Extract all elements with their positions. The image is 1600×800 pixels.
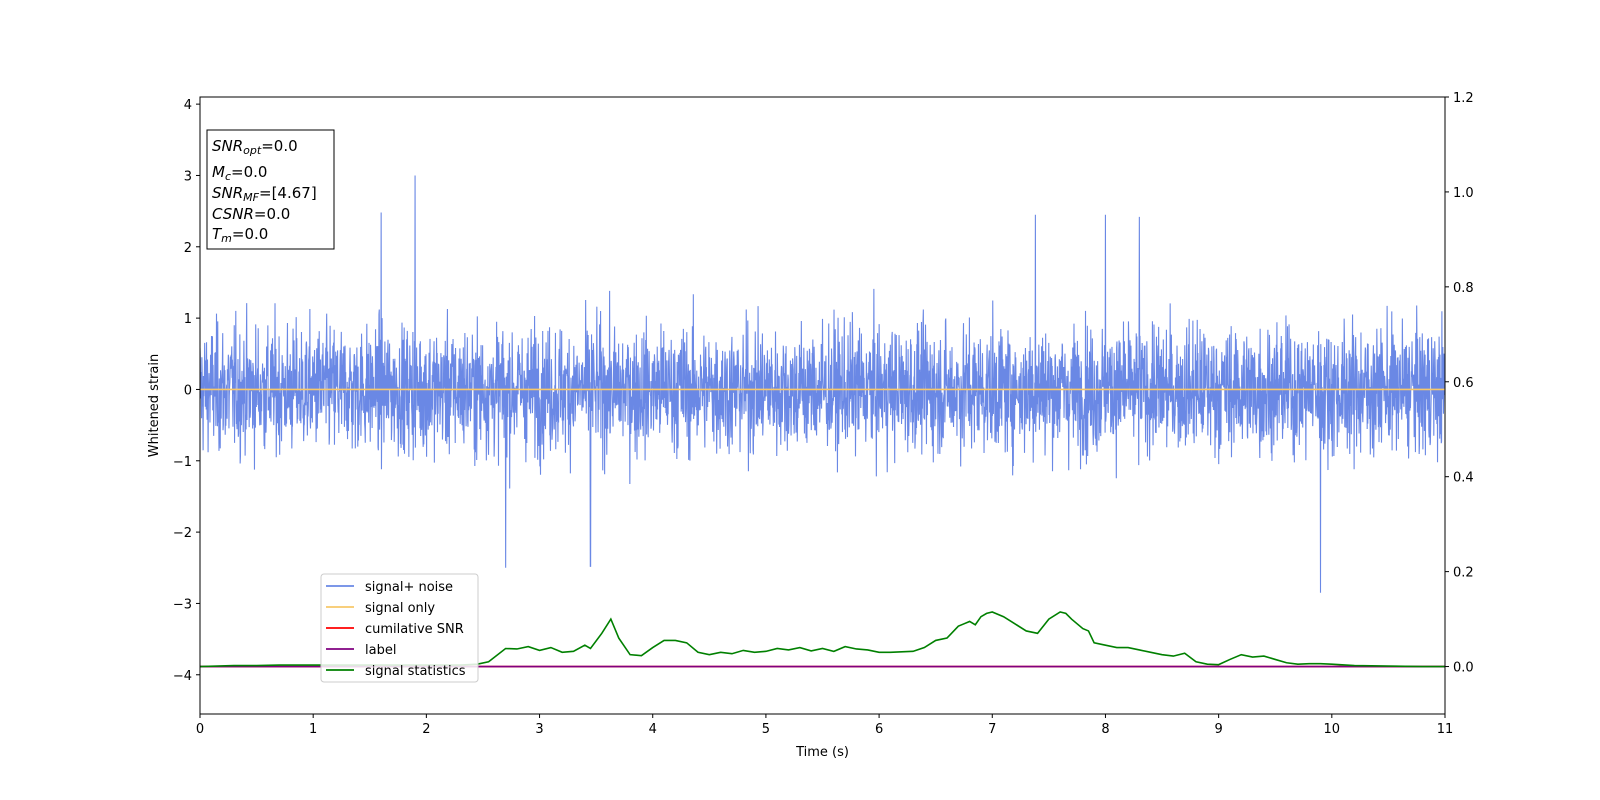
y-tick-label: 3 [184, 169, 192, 184]
series-signal-plus-noise [200, 175, 1445, 593]
y2-tick-label: 1.2 [1453, 91, 1474, 106]
y-tick-label: −4 [173, 669, 192, 684]
y-axis-label: Whitened strain [147, 354, 162, 457]
x-tick-label: 10 [1324, 722, 1341, 737]
annotation-line: CSNR=0.0 [212, 205, 290, 223]
y-tick-label: 4 [184, 98, 192, 113]
y2-tick-label: 0.4 [1453, 471, 1474, 486]
x-tick-label: 4 [649, 722, 657, 737]
legend-label-signal-statistics: signal statistics [365, 664, 466, 679]
x-tick-label: 8 [1101, 722, 1109, 737]
y-tick-label: −1 [173, 455, 192, 470]
x-tick-label: 7 [988, 722, 996, 737]
y-tick-label: 2 [184, 241, 192, 256]
x-tick-label: 1 [309, 722, 317, 737]
y2-tick-label: 0.6 [1453, 376, 1474, 391]
x-tick-label: 5 [762, 722, 770, 737]
x-tick-label: 0 [196, 722, 204, 737]
axis-ticks: 0 1 2 3 4 5 6 7 8 9 10 11 −4 −3 −2 −1 0 1 2 3 4 0.0 0.2 0.4 0.6 0… [173, 91, 1474, 737]
y-tick-label: 0 [184, 383, 192, 398]
legend-label-signal-only: signal only [365, 601, 435, 616]
x-tick-label: 6 [875, 722, 883, 737]
x-tick-label: 2 [422, 722, 430, 737]
y2-tick-label: 1.0 [1453, 186, 1474, 201]
annotation-line: Tm=0.0 [212, 225, 268, 245]
y-tick-label: 1 [184, 312, 192, 327]
legend-frame [320, 573, 479, 683]
x-tick-label: 9 [1214, 722, 1222, 737]
y-tick-label: −3 [173, 597, 192, 612]
annotation-line: Mc=0.0 [212, 163, 267, 183]
y2-tick-label: 0.2 [1453, 566, 1474, 581]
x-axis-label: Time (s) [795, 745, 849, 760]
legend-label-cumilative-snr: cumilative SNR [365, 622, 464, 637]
annotation-line: SNRMF=[4.67] [212, 184, 317, 204]
plot-frame [199, 96, 1446, 715]
legend-label-label: label [365, 643, 396, 658]
series-signal-statistics-line [200, 611, 1445, 668]
signal-plus-noise-line [200, 175, 1445, 593]
x-tick-label: 11 [1437, 722, 1454, 737]
y2-tick-label: 0.8 [1453, 281, 1474, 296]
y-tick-label: −2 [173, 526, 192, 541]
annotation-frame [206, 129, 335, 250]
y2-tick-label: 0.0 [1453, 661, 1474, 676]
annotation-line: SNRopt=0.0 [212, 137, 298, 157]
legend: signal+ noise signal only cumilative SNR la… [320, 573, 479, 683]
legend-label-signal-noise: signal+ noise [365, 580, 453, 595]
x-tick-label: 3 [535, 722, 543, 737]
